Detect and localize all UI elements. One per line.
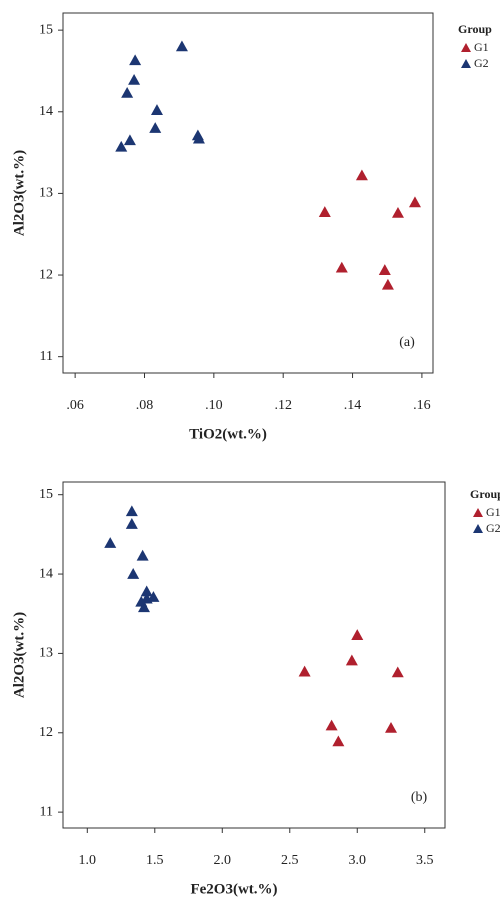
x-tick-label: 1.0 [79, 853, 97, 868]
x-tick-label: .06 [66, 398, 84, 413]
x-tick-label: 3.5 [416, 853, 434, 868]
annotation: (b) [411, 790, 428, 805]
x-tick-label: 3.0 [349, 853, 367, 868]
point [129, 54, 142, 66]
legend-marker [473, 508, 483, 517]
y-tick-label: 15 [39, 22, 53, 37]
point [140, 592, 153, 604]
x-tick-label: .08 [136, 398, 154, 413]
x-tick-label: .12 [274, 398, 292, 413]
legend-marker [473, 524, 483, 533]
x-axis-title: TiO2(wt.%) [189, 426, 267, 442]
point [147, 591, 160, 602]
legend-marker [461, 43, 471, 52]
y-tick-label: 14 [39, 566, 53, 581]
y-tick-label: 12 [39, 725, 53, 740]
x-tick-label: .10 [205, 398, 223, 413]
point [140, 585, 153, 597]
point [175, 40, 188, 52]
legend-label: G2 [486, 521, 500, 535]
legend-label: G1 [474, 40, 489, 54]
point [125, 505, 138, 517]
legend-title: Group [470, 487, 500, 501]
annotation: (a) [399, 335, 415, 350]
point [137, 601, 150, 613]
y-tick-label: 13 [39, 186, 53, 201]
point [104, 537, 117, 548]
point [149, 122, 162, 133]
x-axis-title: Fe2O3(wt.%) [190, 881, 277, 897]
y-tick-label: 13 [39, 646, 53, 661]
x-tick-label: 2.5 [281, 853, 299, 868]
plot-frame [62, 481, 446, 829]
y-axis-title: Al2O3(wt.%) [11, 612, 27, 698]
legend-label: G1 [486, 505, 500, 519]
point [345, 654, 358, 666]
point [391, 666, 404, 678]
point [332, 735, 345, 747]
x-tick-label: .16 [413, 398, 431, 413]
point [381, 278, 394, 290]
point [378, 264, 391, 275]
legend-marker [461, 59, 471, 68]
point [128, 73, 141, 85]
y-tick-label: 11 [40, 804, 53, 819]
point [123, 134, 136, 146]
point [391, 207, 404, 218]
point [125, 518, 138, 529]
y-axis-title: Al2O3(wt.%) [11, 150, 27, 236]
point [127, 568, 140, 579]
point [318, 206, 331, 217]
x-tick-label: .14 [344, 398, 362, 413]
point [325, 719, 338, 731]
point [298, 665, 311, 677]
point [121, 87, 134, 98]
legend-title: Group [458, 22, 492, 36]
point [355, 169, 368, 181]
point [136, 549, 149, 561]
point [385, 722, 398, 733]
x-tick-label: 2.0 [214, 853, 232, 868]
point [335, 261, 348, 273]
point [351, 629, 364, 640]
point [150, 104, 163, 115]
point [192, 132, 205, 144]
point [115, 140, 128, 152]
y-tick-label: 15 [39, 487, 53, 502]
y-tick-label: 11 [40, 349, 53, 364]
legend-label: G2 [474, 56, 489, 70]
x-tick-label: 1.5 [146, 853, 164, 868]
y-tick-label: 14 [39, 104, 53, 119]
plot-frame [62, 12, 434, 374]
point [408, 196, 421, 208]
y-tick-label: 12 [39, 267, 53, 282]
